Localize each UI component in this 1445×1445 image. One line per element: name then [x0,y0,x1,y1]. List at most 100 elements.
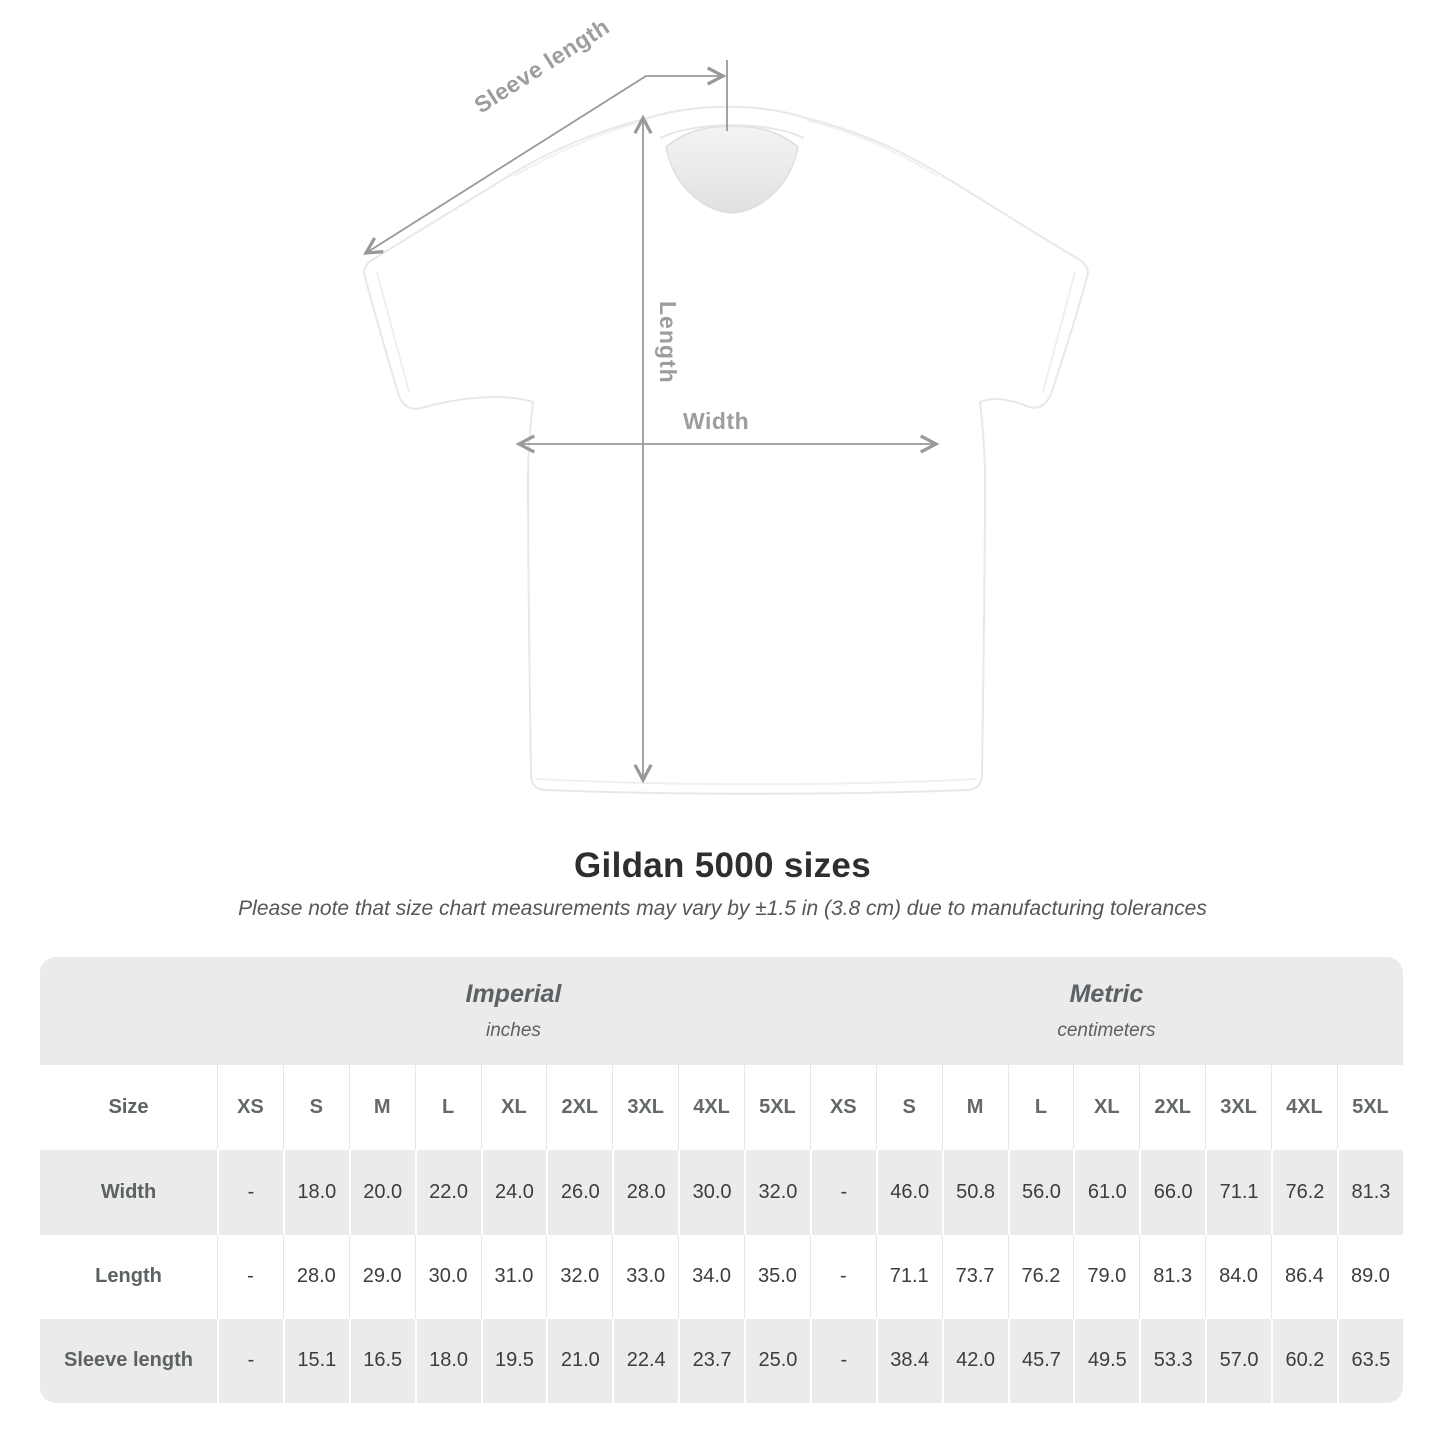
measurement-value-cell: 49.5 [1073,1318,1140,1403]
group-header-spacer [40,957,217,1066]
measurement-value-cell: 16.5 [348,1318,415,1403]
measurement-value-cell: - [217,1318,283,1403]
measurement-value-cell: 22.4 [612,1318,679,1403]
tshirt-graphic [363,60,1089,795]
metric-group-name: Metric [1069,980,1144,1009]
row-label-length: Length [40,1234,217,1319]
size-column-header: M [348,1065,415,1151]
size-column-header: 4XL [1271,1065,1337,1151]
measurement-value-cell: 60.2 [1271,1318,1337,1403]
measurement-value-cell: 31.0 [480,1234,547,1319]
measurement-value-cell: 30.0 [414,1234,481,1319]
measurement-value-cell: 35.0 [744,1234,810,1319]
measurement-value-cell: 25.0 [744,1318,810,1403]
size-column-header: 5XL [1336,1065,1403,1151]
metric-group-header: Metric centimeters [809,957,1403,1066]
measurement-value-cell: 20.0 [348,1150,415,1235]
measurement-value-cell: 89.0 [1336,1234,1403,1319]
measurement-value-cell: 56.0 [1007,1150,1074,1235]
size-column-header: 2XL [1139,1065,1206,1151]
measurement-value-cell: 46.0 [875,1150,942,1235]
size-column-header: 3XL [612,1065,679,1151]
size-column-header: XL [1073,1065,1140,1151]
unit-group-header-row: Imperial inches Metric centimeters [40,957,1403,1066]
size-column-header: S [282,1065,349,1151]
size-column-header: M [941,1065,1008,1151]
measurement-value-cell: - [809,1234,876,1319]
size-column-header: 5XL [744,1065,810,1151]
table-row-sleeve-length: Sleeve length -15.1 16.5 18.0 19.5 21.0 22.4 2… [40,1318,1403,1403]
measurement-value-cell: 29.0 [348,1234,415,1319]
tolerance-note: Please note that size chart measurements… [238,897,1207,920]
measurement-value-cell: - [217,1150,283,1235]
measurement-value-cell: 50.8 [941,1150,1008,1235]
measurement-value-cell: 24.0 [480,1150,547,1235]
measurement-value-cell: 42.0 [941,1318,1008,1403]
measurement-value-cell: 34.0 [678,1234,744,1319]
size-column-header: 3XL [1205,1065,1271,1151]
imperial-group-name: Imperial [465,980,562,1009]
measurement-value-cell: 26.0 [546,1150,613,1235]
size-column-header: 4XL [678,1065,744,1151]
tshirt-hem-seam [535,778,978,786]
measurement-value-cell: 73.7 [941,1234,1008,1319]
measurement-value-cell: 32.0 [546,1234,613,1319]
measurement-value-cell: 79.0 [1073,1234,1140,1319]
measurement-value-cell: 45.7 [1007,1318,1074,1403]
size-column-header: XL [480,1065,547,1151]
measurement-value-cell: 66.0 [1139,1150,1206,1235]
measurement-value-cell: 21.0 [546,1318,613,1403]
imperial-group-header: Imperial inches [217,957,810,1066]
measurement-value-cell: - [809,1318,876,1403]
measurement-value-cell: 53.3 [1139,1318,1206,1403]
tshirt-shoulder-seam-right [805,119,939,177]
size-column-header: L [1007,1065,1074,1151]
size-column-header: 2XL [546,1065,613,1151]
measurement-value-cell: 30.0 [678,1150,744,1235]
table-row-length: Length -28.0 29.0 30.0 31.0 32.0 33.0 34.0 35.0… [40,1234,1403,1319]
measurement-value-cell: 57.0 [1205,1318,1271,1403]
measurement-value-cell: 18.0 [414,1318,481,1403]
metric-group-unit: centimeters [1057,1020,1156,1042]
tshirt-cuff-seam-left [376,271,410,393]
measurement-value-cell: 23.7 [678,1318,744,1403]
measurement-value-cell: 33.0 [612,1234,679,1319]
tshirt-measurement-diagram: Sleeve length Length Width [363,13,1089,795]
row-label-width: Width [40,1150,217,1235]
measurement-value-cell: - [217,1234,283,1319]
size-column-header: S [875,1065,942,1151]
size-header-label: Size [40,1065,217,1151]
measurement-value-cell: 28.0 [282,1234,349,1319]
width-label: Width [683,408,750,434]
size-column-header: XS [809,1065,876,1151]
length-label: Length [655,301,681,384]
measurement-value-cell: 18.0 [282,1150,349,1235]
measurement-value-cell: 61.0 [1073,1150,1140,1235]
measurement-value-cell: 19.5 [480,1318,547,1403]
measurement-value-cell: 81.3 [1139,1234,1206,1319]
measurement-value-cell: 76.2 [1271,1150,1337,1235]
imperial-group-unit: inches [485,1020,541,1042]
measurement-value-cell: 71.1 [1205,1150,1271,1235]
measurement-value-cell: 28.0 [612,1150,679,1235]
table-row-width: Width -18.0 20.0 22.0 24.0 26.0 28.0 30.0 32.0-… [40,1150,1403,1235]
size-column-header: XS [217,1065,283,1151]
measurement-value-cell: - [809,1150,876,1235]
measurement-value-cell: 76.2 [1007,1234,1074,1319]
measurement-value-cell: 86.4 [1271,1234,1337,1319]
measurement-value-cell: 71.1 [875,1234,942,1319]
size-chart-table: Imperial inches Metric centimeters Size … [40,957,1403,1403]
measurement-value-cell: 32.0 [744,1150,810,1235]
page-title: Gildan 5000 sizes [574,846,871,885]
measurement-value-cell: 63.5 [1336,1318,1403,1403]
tshirt-cuff-seam-right [1042,271,1076,393]
measurement-value-cell: 38.4 [875,1318,942,1403]
measurement-value-cell: 84.0 [1205,1234,1271,1319]
size-column-header: L [414,1065,481,1151]
measurement-value-cell: 15.1 [282,1318,349,1403]
sleeve-length-dimension-line [363,66,727,255]
size-chart-table-container: Imperial inches Metric centimeters Size … [40,957,1403,1403]
measurement-value-cell: 22.0 [414,1150,481,1235]
measurement-value-cell: 81.3 [1336,1150,1403,1235]
